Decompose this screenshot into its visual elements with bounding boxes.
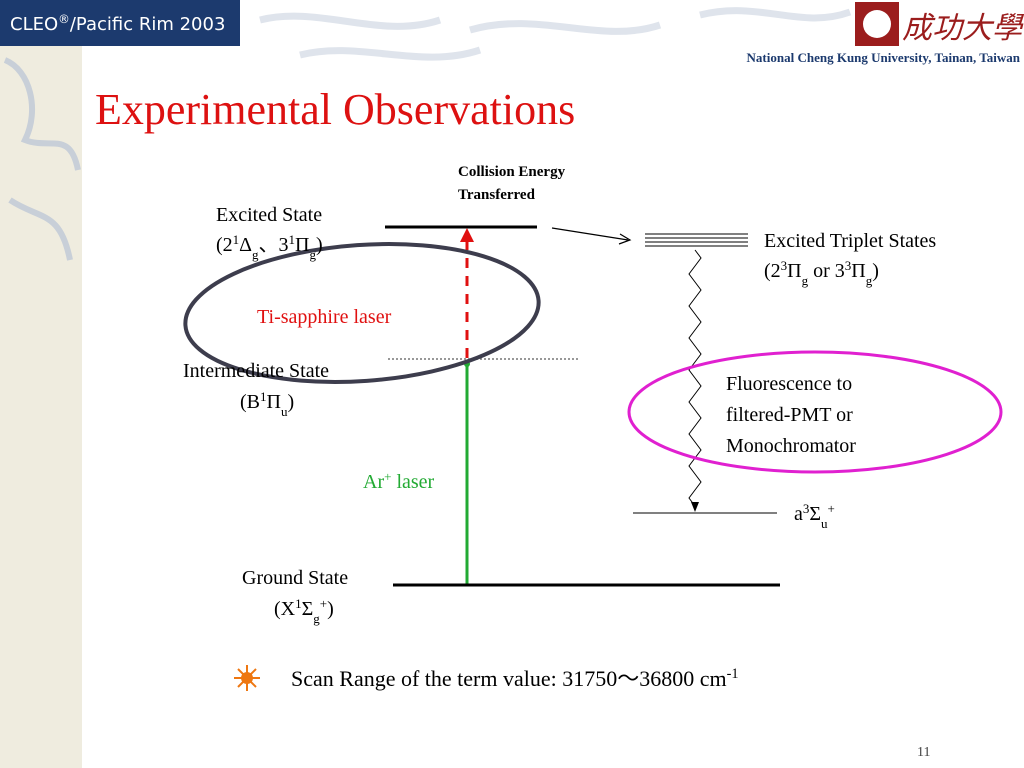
- ar-label: Ar+ laser: [363, 469, 435, 494]
- conference: CLEO®/Pacific Rim 2003: [10, 12, 225, 35]
- triplet-name: Excited Triplet States: [764, 230, 936, 252]
- text-segment: 、3: [259, 234, 289, 256]
- text-segment: 1: [289, 232, 296, 247]
- university: National Cheng Kung University, Tainan, …: [747, 50, 1021, 65]
- triplet-levels: [645, 233, 748, 247]
- text-segment: u: [821, 516, 828, 531]
- logo-text: 成功大學: [902, 12, 1024, 45]
- a-state-label: a3Σu+: [794, 501, 835, 531]
- text-segment: 1: [260, 389, 267, 404]
- text-segment: Scan Range of the term value: 31750～3680…: [291, 666, 727, 691]
- fluorescence-label: Monochromator: [726, 435, 856, 457]
- fluorescence-wave: [688, 249, 702, 507]
- sun-bullet: [234, 665, 260, 691]
- excited-state-name: Excited State: [216, 204, 322, 226]
- text-segment: laser: [391, 471, 434, 493]
- transfer-arrowhead: [618, 233, 632, 245]
- excited-state-notation: (21Δg、31Πg): [216, 232, 323, 262]
- slide-title: Experimental Observations: [95, 85, 575, 134]
- text-segment: 3: [803, 501, 810, 516]
- map-decoration: [3, 57, 81, 261]
- text-segment: +: [828, 501, 835, 516]
- transfer-arrow: [551, 227, 629, 241]
- text-segment: Π: [787, 260, 801, 282]
- text-segment: or 3: [808, 260, 845, 282]
- fluorescence-label: filtered-PMT or: [726, 404, 853, 426]
- ground-notation: (X1Σg+): [274, 596, 334, 626]
- text-segment: g: [313, 611, 320, 626]
- text-segment: 3: [781, 258, 788, 273]
- intermediate-notation: (B1Πu): [240, 389, 294, 419]
- page-number: 11: [917, 745, 930, 760]
- text-segment: a: [794, 503, 803, 525]
- text-segment: Δ: [239, 234, 252, 256]
- text-segment: -1: [727, 666, 739, 682]
- collision-label: Collision Energy: [458, 164, 566, 180]
- text-segment: Σ: [809, 503, 821, 525]
- text-segment: (X: [274, 598, 296, 620]
- intermediate-name: Intermediate State: [183, 360, 329, 382]
- header-box: [0, 0, 240, 46]
- text-segment: Π: [267, 391, 281, 413]
- text-segment: CLEO: [10, 14, 58, 35]
- text-segment: g: [866, 273, 873, 288]
- text-segment: 1: [233, 232, 240, 247]
- swoosh-decoration: [259, 7, 852, 61]
- text-segment: +: [320, 596, 327, 611]
- text-segment: ): [872, 260, 879, 282]
- text-segment: (B: [240, 391, 260, 413]
- text-segment: /Pacific Rim 2003: [70, 14, 226, 35]
- text-segment: +: [384, 469, 391, 484]
- text-segment: g: [252, 247, 259, 262]
- highlight-ellipse: [183, 242, 541, 384]
- collision-label: Transferred: [458, 187, 536, 203]
- text-segment: (2: [216, 234, 233, 256]
- text-segment: (2: [764, 260, 781, 282]
- text-segment: ): [327, 598, 334, 620]
- text-segment: 3: [845, 258, 852, 273]
- scan-range: Scan Range of the term value: 31750～3680…: [291, 666, 739, 691]
- fluorescence-label: Fluorescence to: [726, 373, 852, 395]
- text-segment: g: [802, 273, 809, 288]
- text-segment: u: [281, 404, 288, 419]
- fluorescence-ellipse: [627, 350, 1003, 474]
- logo-emblem-center: [863, 10, 891, 38]
- text-segment: Π: [295, 234, 309, 256]
- ground-name: Ground State: [242, 567, 348, 589]
- text-segment: ): [316, 234, 323, 256]
- text-segment: ®: [58, 12, 70, 26]
- left-strip: [0, 0, 82, 768]
- text-segment: ): [287, 391, 294, 413]
- text-segment: Π: [851, 260, 865, 282]
- text-segment: Ar: [363, 471, 384, 493]
- ti-sapphire-arrowhead: [460, 228, 474, 242]
- fluorescence-arrowhead: [691, 502, 699, 512]
- ti-sapphire-label: Ti-sapphire laser: [257, 306, 392, 328]
- text-segment: g: [310, 247, 317, 262]
- text-segment: 1: [295, 596, 302, 611]
- text-segment: Σ: [302, 598, 314, 620]
- triplet-notation: (23Πg or 33Πg): [764, 258, 879, 288]
